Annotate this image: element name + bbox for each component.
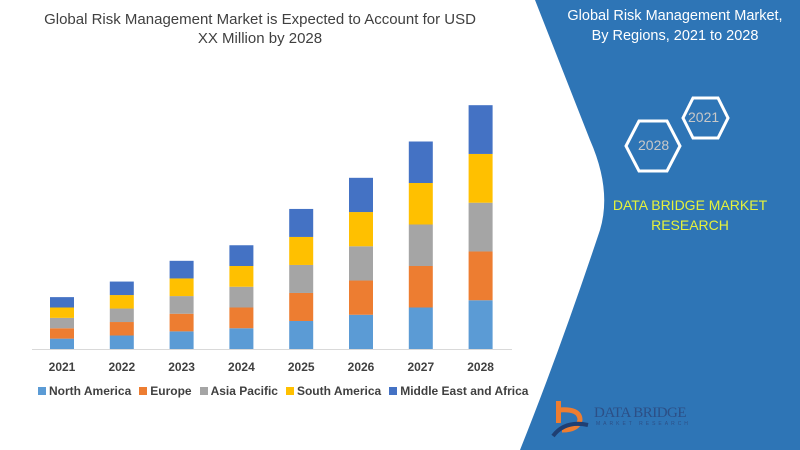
blue-panel xyxy=(520,0,800,450)
legend-label: North America xyxy=(49,384,132,398)
bar-segment-2027-1 xyxy=(408,266,433,308)
legend: North America Europe Asia Pacific South Ame… xyxy=(38,384,528,398)
bar-segment-2026-2 xyxy=(349,246,373,281)
bar-segment-2025-0 xyxy=(289,320,314,349)
x-tick-label: 2025 xyxy=(288,360,315,374)
legend-swatch xyxy=(139,387,148,395)
bar-segment-2028-4 xyxy=(468,105,493,154)
bar-segment-2027-3 xyxy=(408,183,433,225)
logo-text: DATA BRIDGE xyxy=(594,405,687,421)
bar-segment-2025-2 xyxy=(289,264,314,293)
legend-item: North America xyxy=(38,384,131,398)
legend-swatch xyxy=(285,387,294,395)
x-tick-label: 2027 xyxy=(407,360,434,374)
brand-text: DATA BRIDGE MARKET RESEARCH xyxy=(600,195,780,235)
hex-label-2021: 2021 xyxy=(688,109,720,125)
legend-label: South America xyxy=(296,384,382,398)
x-tick-label: 2023 xyxy=(168,360,195,374)
bar-segment-2023-1 xyxy=(169,313,194,332)
bar-segment-2025-4 xyxy=(289,208,314,237)
hexagon-2028 xyxy=(624,119,682,173)
bar-segment-2024-2 xyxy=(229,286,254,308)
bar-segment-2024-0 xyxy=(229,328,254,349)
bar-segment-2021-3 xyxy=(50,307,74,318)
panel-title-line1: Global Risk Management Market, xyxy=(567,8,783,24)
bar-segment-2021-4 xyxy=(50,297,74,308)
hex-label-2028: 2028 xyxy=(638,137,670,153)
brand-line2: RESEARCH xyxy=(651,217,729,233)
bar-segment-2026-1 xyxy=(349,280,373,315)
bar-segment-2025-1 xyxy=(289,292,314,321)
brand-line1: DATA BRIDGE MARKET xyxy=(612,197,768,213)
bar-segment-2026-0 xyxy=(349,314,373,349)
bar-segment-2027-2 xyxy=(408,224,433,266)
bar-segment-2022-4 xyxy=(109,281,134,296)
legend-swatch xyxy=(38,387,46,395)
bar-segment-2022-0 xyxy=(109,335,134,349)
x-tick-label: 2026 xyxy=(348,360,375,374)
legend-item: Middle East and Africa xyxy=(389,384,528,398)
chart-title: Global Risk Management Market is Expecte… xyxy=(44,11,476,47)
bar-segment-2023-0 xyxy=(169,331,194,349)
bar-segment-2028-0 xyxy=(468,300,493,349)
bar-segment-2021-1 xyxy=(50,328,74,339)
stacked-bar-chart: 2021 2022 2023 2024 2025 2026 2027 2028 xyxy=(32,105,512,374)
bar-segment-2024-4 xyxy=(229,245,254,266)
bar-segment-2027-4 xyxy=(408,141,433,183)
x-tick-label: 2028 xyxy=(467,360,494,374)
bar-segment-2023-2 xyxy=(169,296,194,314)
logo-icon xyxy=(551,401,589,438)
legend-item: Europe xyxy=(139,384,192,398)
bar-segment-2028-2 xyxy=(468,202,493,252)
legend-swatch xyxy=(199,387,208,395)
bar-segment-2021-2 xyxy=(50,317,74,329)
legend-item: Asia Pacific xyxy=(199,384,278,398)
legend-label: Middle East and Africa xyxy=(400,384,529,398)
bar-segment-2022-2 xyxy=(109,308,134,323)
bar-segment-2022-1 xyxy=(109,322,134,336)
bar-segment-2022-3 xyxy=(109,295,134,309)
legend-label: Europe xyxy=(150,384,192,398)
bar-segment-2028-3 xyxy=(468,153,493,203)
bar-segment-2024-1 xyxy=(229,307,254,329)
x-tick-label: 2024 xyxy=(228,360,255,374)
legend-swatch xyxy=(389,387,398,395)
legend-item: South America xyxy=(285,384,382,398)
bar-segment-2025-3 xyxy=(289,236,314,265)
bar-segment-2023-4 xyxy=(169,260,194,279)
panel-title-line2: By Regions, 2021 to 2028 xyxy=(591,28,759,44)
bar-segment-2026-4 xyxy=(349,177,373,213)
hexagon-2021 xyxy=(681,96,730,140)
panel-title: Global Risk Management Market, By Region… xyxy=(555,6,795,46)
bar-segment-2024-3 xyxy=(229,266,254,287)
bar-segment-2027-0 xyxy=(408,307,433,349)
x-tick-label: 2021 xyxy=(49,360,76,374)
bar-segment-2028-1 xyxy=(468,251,493,301)
x-tick-label: 2022 xyxy=(108,360,135,374)
bar-segment-2021-0 xyxy=(50,338,74,349)
legend-label: Asia Pacific xyxy=(210,384,278,398)
bar-segment-2026-3 xyxy=(349,212,373,247)
logo-subtext: MARKET RESEARCH xyxy=(596,421,691,427)
bar-segment-2023-3 xyxy=(169,278,194,297)
